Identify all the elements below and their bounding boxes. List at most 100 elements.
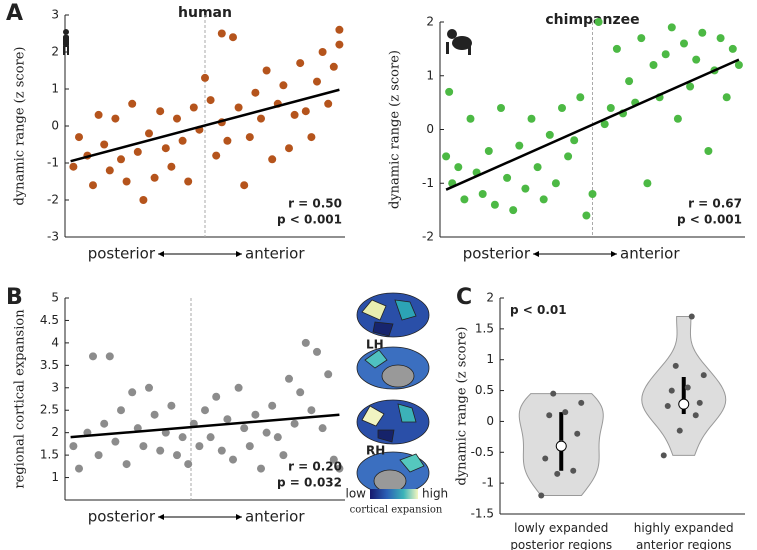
y-tick-label: -1.5 [471,507,494,521]
point [527,114,536,123]
point [156,107,165,116]
point [167,401,176,410]
point [698,28,707,37]
y-tick-label: -3 [47,230,59,244]
point [128,388,137,397]
y-tick-label: 4 [51,335,59,349]
point [296,388,305,397]
point [546,412,553,419]
point [606,104,615,112]
point [69,442,78,451]
human-icon [63,29,69,55]
point [335,40,344,49]
point [184,460,193,469]
point [570,467,577,474]
point [335,25,344,34]
point [89,352,97,361]
point [533,163,542,172]
point [460,195,469,204]
point [184,177,193,186]
point [600,120,609,129]
point [588,190,597,198]
point [684,384,691,391]
x-label: anterior [620,245,680,263]
y-tick-label: 1 [426,68,434,82]
colorbar-low: low [346,487,367,501]
x-tick-label: highly expanded anterior regions [634,521,734,550]
point [206,96,215,105]
point [201,73,209,82]
point [625,77,634,86]
x-label: anterior [245,508,305,526]
point [576,93,585,102]
point [688,313,695,320]
x-label: posterior [463,245,531,263]
point [156,446,165,455]
point [117,406,125,415]
point [139,196,148,204]
y-tick-label: -2 [422,230,434,244]
point [122,460,131,469]
median [555,440,567,452]
point [223,136,232,145]
point [673,114,682,123]
point [661,50,670,59]
x-tick-label: lowly expanded posterior regions [510,521,612,550]
point [111,114,120,123]
stat: r = 0.67 [688,197,742,211]
point [251,410,260,419]
point [539,195,548,204]
point [594,18,603,26]
y-tick-label: 5 [51,291,59,305]
point [509,206,518,215]
y-tick-label: -0.5 [471,445,494,459]
point [554,470,561,477]
point [301,107,310,116]
stat: p < 0.001 [677,213,742,227]
point [521,184,530,193]
point [329,455,338,464]
fit-line [445,58,740,191]
point [217,446,226,455]
y-tick-label: -1 [422,176,434,190]
point [704,147,713,155]
point [296,59,305,68]
point [667,23,676,32]
point [578,399,585,406]
stat: p = 0.032 [277,476,342,490]
point [240,424,249,433]
x-label: posterior [88,508,156,526]
point [100,140,109,149]
fit-line [70,88,340,163]
point [201,406,209,415]
point [212,392,221,401]
point [335,464,344,473]
point [139,442,148,451]
point [686,82,695,91]
point [445,87,454,96]
point [680,39,688,48]
point [545,130,554,139]
point [178,433,187,442]
point [307,406,316,415]
point [637,34,646,43]
y-tick-label: 2.5 [40,403,59,417]
point [229,33,237,42]
y-tick-label: 1 [51,470,59,484]
colorbar-high: high [422,487,448,501]
point [178,136,187,145]
stat: p < 0.001 [277,213,342,227]
point [223,415,232,424]
y-tick-label: -1 [47,156,59,170]
point [229,455,237,464]
y-tick-label: 4.5 [40,313,59,327]
point [105,166,114,175]
point [728,44,737,53]
point [189,103,198,112]
annotation: p < 0.01 [510,303,567,317]
point [100,419,109,428]
point [273,433,282,442]
y-tick-label: 1.5 [40,448,59,462]
point [161,428,170,437]
point [262,66,271,75]
